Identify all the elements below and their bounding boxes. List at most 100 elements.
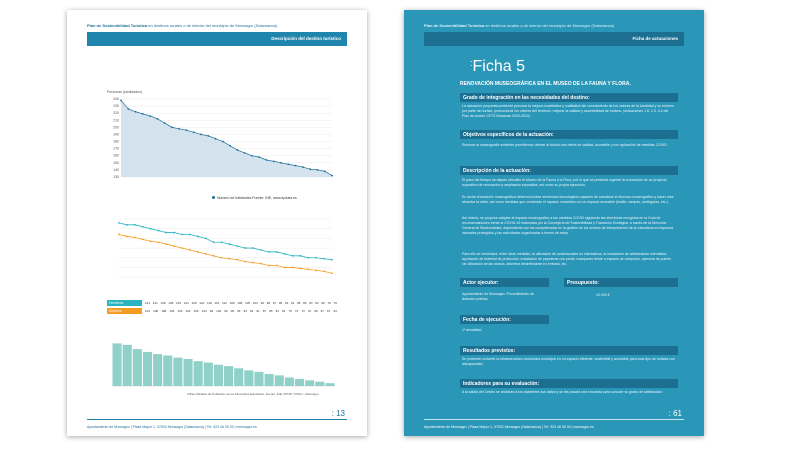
hombres-point (236, 245, 239, 248)
left-header-band: Descripción del destino turístico (87, 32, 347, 46)
table-cell: 98 (266, 301, 271, 305)
age-bar (224, 366, 234, 386)
hombres-point (307, 256, 310, 259)
mujeres-point (181, 247, 184, 249)
population-point (316, 169, 319, 171)
footer-line (87, 419, 347, 420)
mujeres-point (189, 249, 191, 251)
population-point (134, 110, 137, 113)
age-bar (305, 380, 315, 386)
table-cell: 120 (199, 301, 205, 305)
hombres-point (181, 233, 184, 236)
table-cell: 99 (209, 309, 214, 313)
age-bar (325, 383, 335, 386)
section-text-budget: 40.000 € (596, 293, 610, 297)
table-cell: 99 (224, 309, 228, 313)
mujeres-point (267, 264, 270, 267)
table-cell: 99 (260, 301, 264, 305)
y-tick-label: 170 (113, 147, 119, 151)
table-row-mujeres: Mujeres 104 108 108 105 106 106 105 104 99 102 99 9… (107, 308, 337, 316)
table-cell: 86 (303, 301, 307, 305)
hombres-point (125, 223, 128, 226)
y-tick-label: 160 (113, 154, 119, 158)
mujeres-point (275, 264, 278, 267)
table-cell: 131 (183, 301, 189, 305)
age-bar (183, 359, 193, 386)
hombres-point (141, 225, 144, 228)
age-bar (234, 368, 244, 386)
table-cell: 105 (193, 309, 199, 313)
age-bar-chart (107, 338, 337, 393)
hombres-point (331, 258, 333, 261)
mujeres-point (323, 270, 326, 273)
mujeres-point (173, 245, 176, 248)
legend-dot-icon (212, 196, 215, 199)
y-tick-label: 210 (113, 118, 119, 122)
age-bar (203, 362, 213, 386)
mujeres-point (196, 251, 199, 253)
section-text-integration: La actuación propuesta pretende procurar… (462, 104, 674, 118)
table-cell: 63 (333, 309, 337, 313)
table-cell: 93 (284, 301, 289, 305)
population-point (309, 168, 312, 171)
table-cell: 141 (152, 301, 158, 305)
population-point (171, 126, 173, 129)
table-cell: 106 (185, 309, 191, 313)
table-cell: 67 (327, 309, 331, 313)
hombres-point (165, 231, 168, 234)
mujeres-point (212, 254, 215, 257)
table-cell: 85 (269, 309, 273, 313)
population-point (200, 133, 202, 136)
mujeres-point (157, 241, 160, 244)
table-cell: 80 (321, 301, 325, 305)
table-cell: 79 (327, 301, 331, 305)
gender-table: Hombres 141 141 138 138 135 131 128 120 118 115 11… (107, 300, 337, 316)
table-cell: 112 (222, 301, 227, 305)
hombres-point (228, 243, 231, 246)
right-page: Plan de Sostenibilidad Turística en dest… (404, 10, 704, 436)
population-point (163, 122, 166, 125)
table-cell: 108 (237, 301, 243, 305)
hombres-point (149, 227, 152, 230)
population-area (121, 100, 332, 177)
left-header-title: Plan de Sostenibilidad Turística en dest… (87, 23, 278, 28)
hombres-point (252, 247, 255, 249)
hombres-point (118, 221, 120, 224)
table-cell: 108 (161, 309, 167, 313)
mujeres-point (299, 267, 302, 270)
population-point (272, 160, 275, 163)
y-tick-label: 200 (113, 125, 119, 129)
population-point (280, 161, 282, 164)
age-bar (315, 381, 325, 386)
gender-chart (107, 216, 337, 286)
page-number: : 13 (331, 409, 345, 418)
section-text-date: 1ª anualidad (462, 328, 482, 332)
y-tick-label: 180 (113, 140, 119, 144)
mujeres-point (228, 257, 231, 260)
hombres-point (212, 241, 215, 244)
table-cell: 81 (275, 309, 279, 313)
mujeres-point (283, 266, 286, 269)
table-row-hombres: Hombres 141 141 138 138 135 131 128 120 118 115 11… (107, 300, 337, 308)
table-cell: 97 (272, 301, 277, 305)
left-page: Plan de Sostenibilidad Turística en dest… (67, 10, 367, 436)
right-footer: Ayuntamiento de Monsagro | Plaza Mayor 1… (424, 425, 594, 429)
chart-title: Personas (cantidades) (107, 90, 143, 94)
y-tick-label: 230 (113, 104, 119, 108)
hombres-point (220, 241, 223, 244)
age-bar (142, 351, 153, 386)
table-cell: 70 (307, 309, 312, 313)
hombres-point (283, 252, 286, 255)
age-bar (173, 357, 183, 386)
population-point (236, 149, 239, 151)
population-point (149, 115, 152, 117)
ficha-title: :Ficha 5 (470, 58, 525, 75)
age-bar (264, 373, 274, 386)
hombres-point (275, 251, 278, 253)
table-cell: 96 (237, 309, 241, 313)
hombres-point (204, 237, 207, 240)
hombres-point (323, 257, 326, 260)
population-point (323, 170, 326, 173)
section-head-date: Fecha de ejecución: (460, 315, 549, 324)
right-footer-line (424, 419, 684, 420)
